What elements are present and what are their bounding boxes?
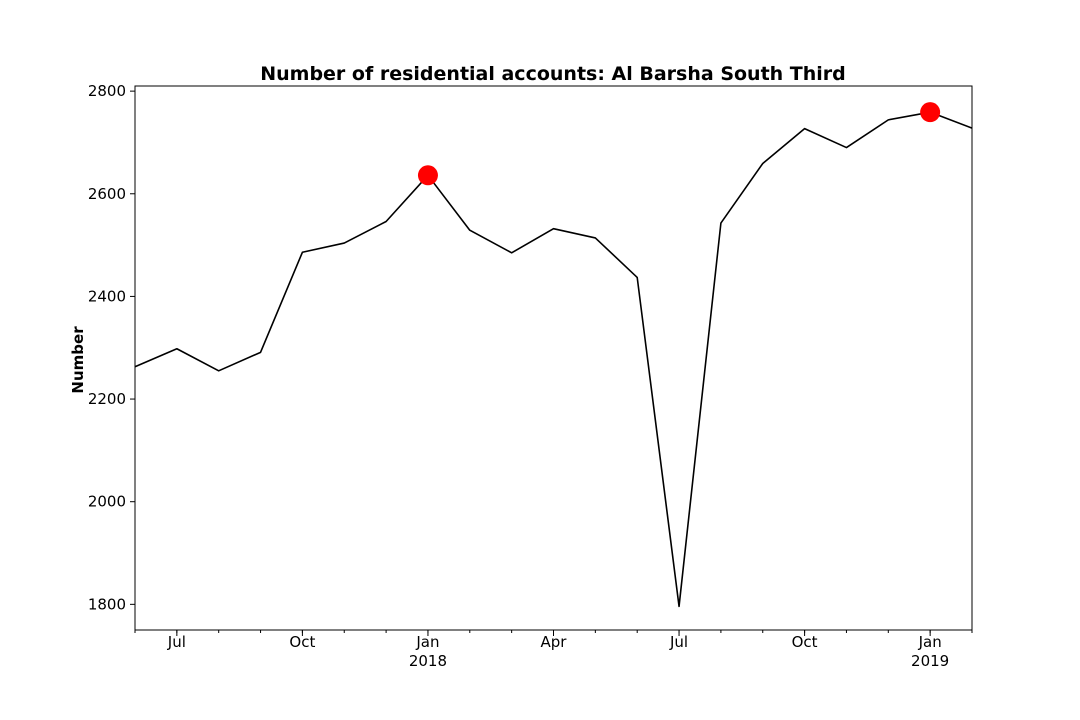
x-tick-label: Oct (792, 633, 818, 651)
x-tick-label: Jul (669, 633, 688, 651)
y-axis-label: Number (69, 326, 87, 394)
y-tick-label: 1800 (88, 595, 126, 613)
x-tick-label: Oct (289, 633, 315, 651)
highlight-point (417, 165, 438, 186)
chart-title: Number of residential accounts: Al Barsh… (260, 63, 846, 85)
x-tick-label: Jan (918, 633, 942, 651)
y-tick-label: 2000 (88, 493, 126, 511)
highlight-point (920, 102, 941, 123)
y-tick-label: 2400 (88, 287, 126, 305)
x-tick-year-label: 2019 (911, 652, 949, 670)
y-tick-label: 2800 (88, 82, 126, 100)
x-tick-year-label: 2018 (409, 652, 447, 670)
x-tick-label: Jul (167, 633, 186, 651)
x-tick-label: Jan (415, 633, 439, 651)
series-line (134, 111, 973, 608)
y-tick-label: 2200 (88, 390, 126, 408)
y-tick-label: 2600 (88, 185, 126, 203)
x-tick-label: Apr (541, 633, 568, 651)
plot-frame (134, 85, 973, 631)
